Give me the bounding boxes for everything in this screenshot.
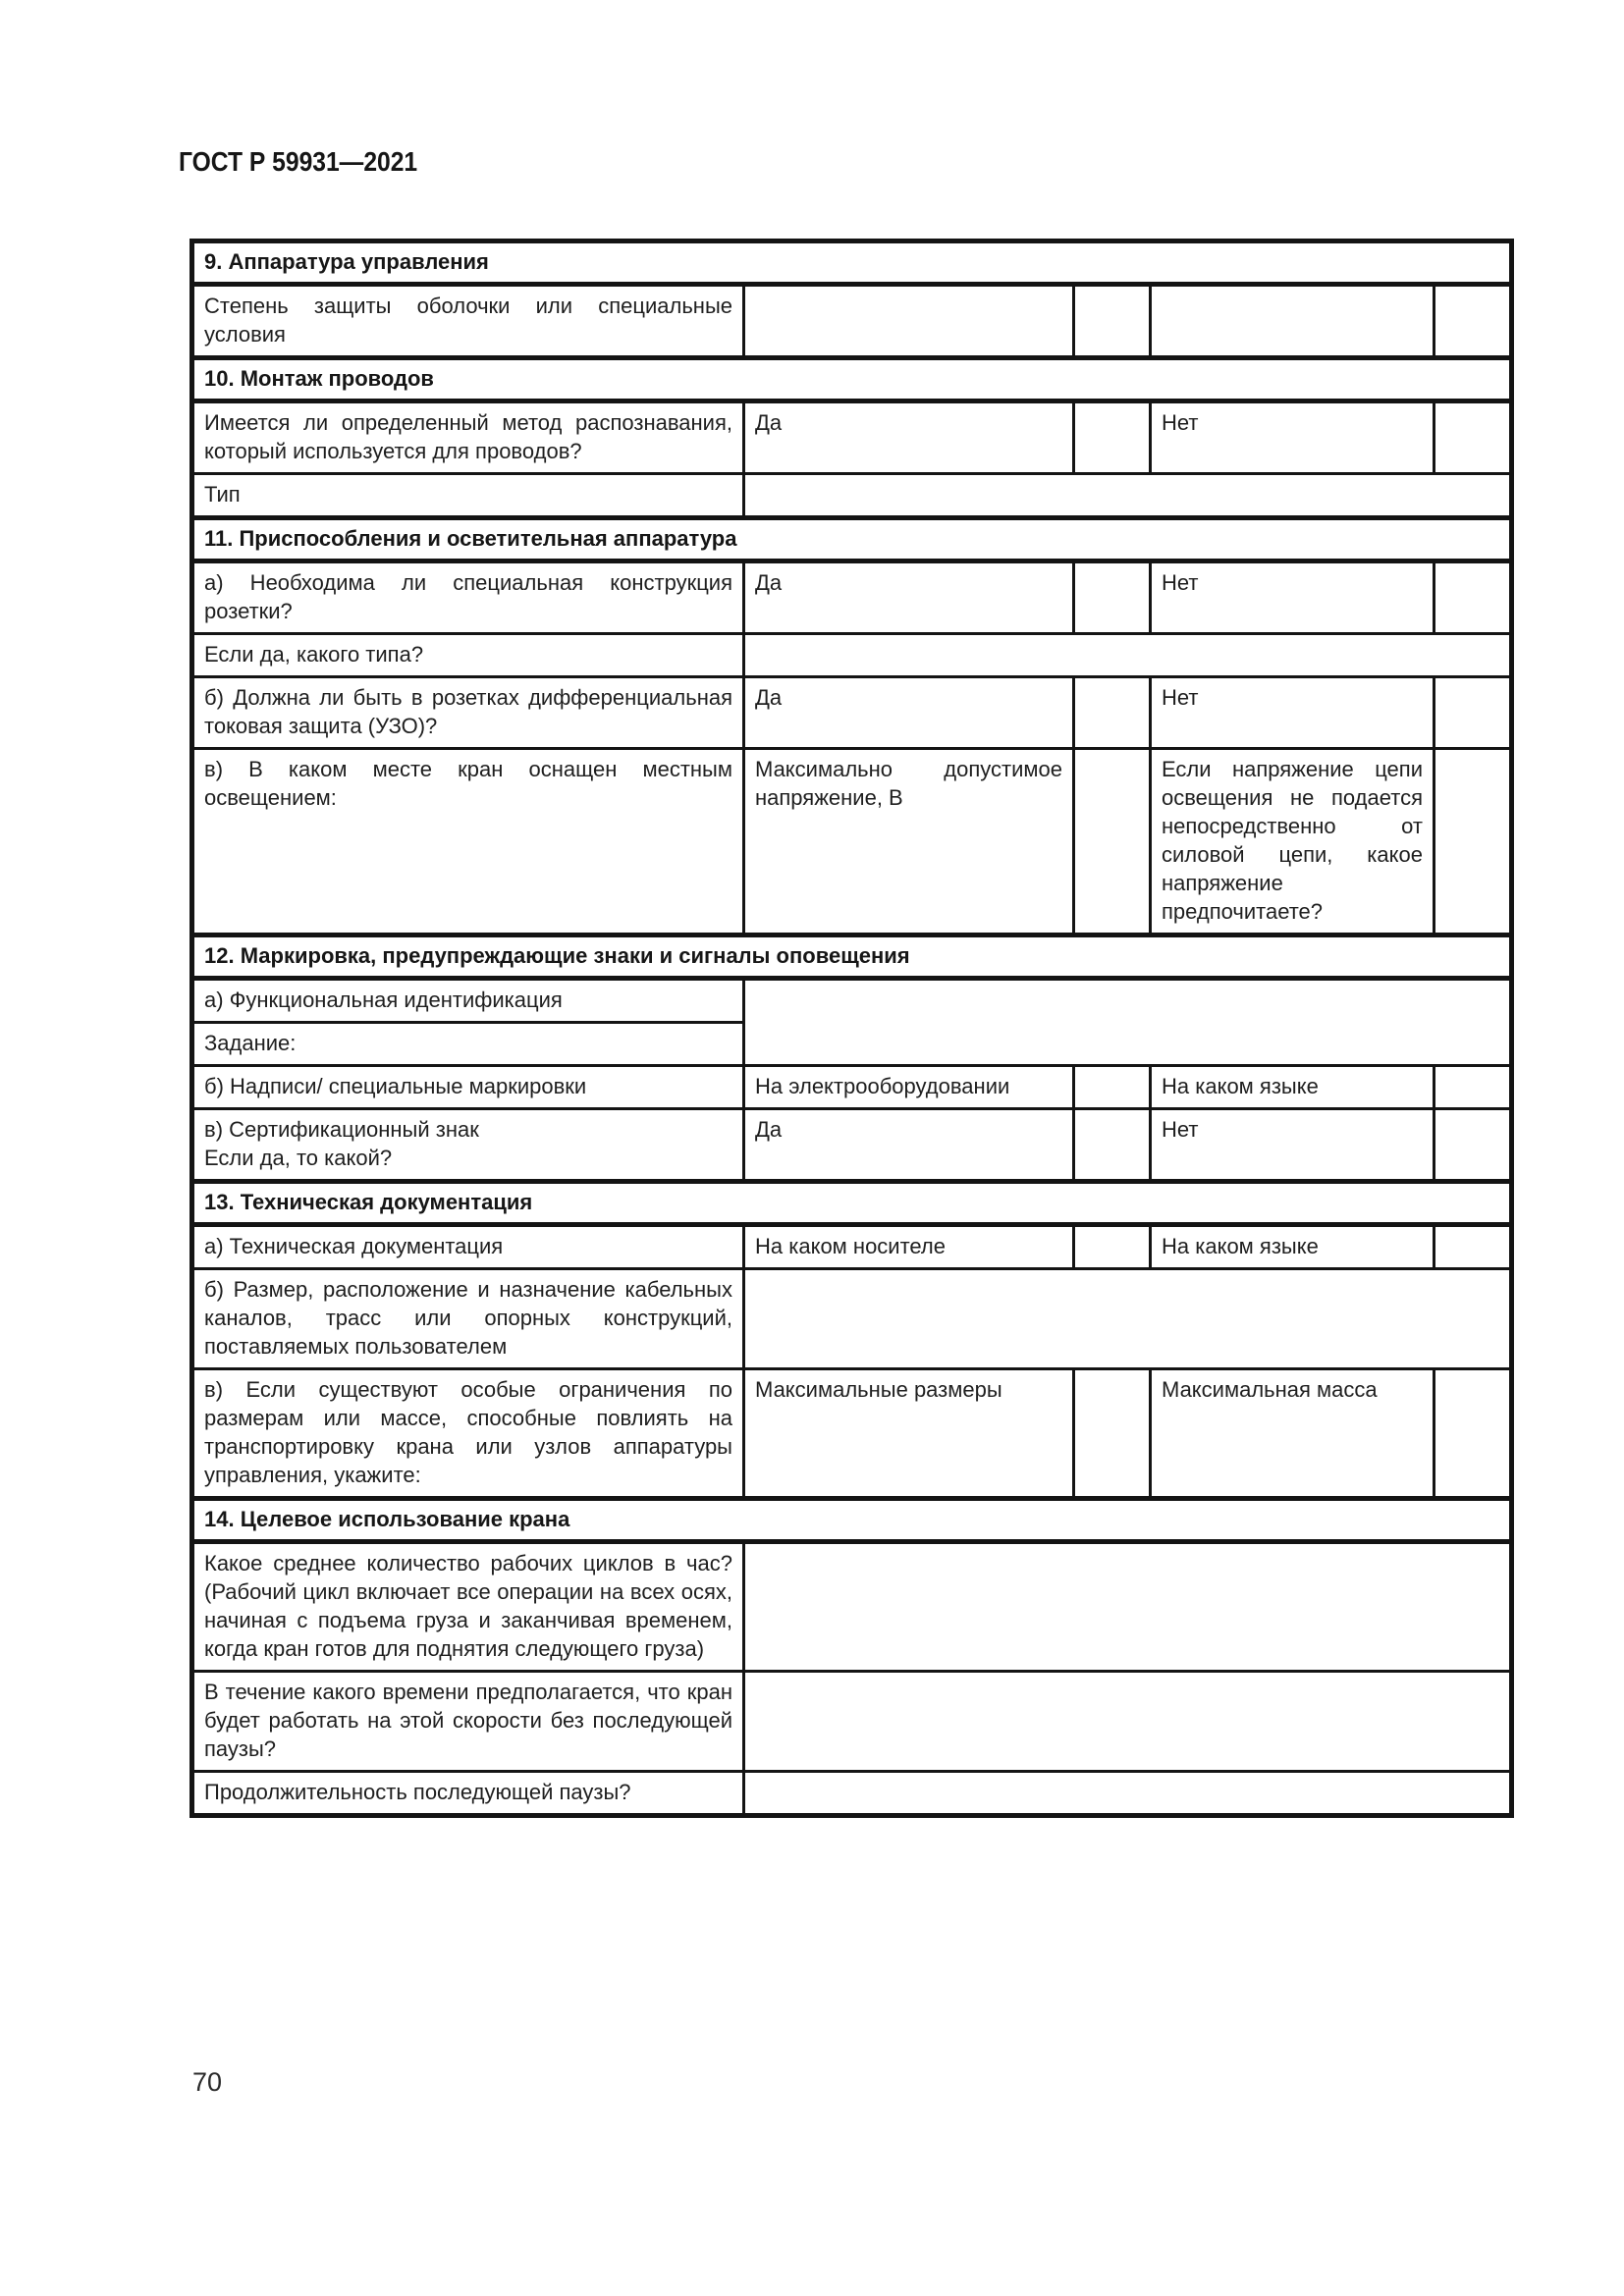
question-cell: б) Размер, расположение и назначение каб… xyxy=(190,1267,745,1370)
section-title: 10. Монтаж проводов xyxy=(189,355,1514,403)
yes-answer-cell: Да xyxy=(742,1107,1075,1183)
checkbox-cell xyxy=(1432,675,1514,750)
col2-label-cell: На каком носителе xyxy=(742,1223,1075,1270)
question-cell: в) Сертификационный знак Если да, то как… xyxy=(190,1107,745,1183)
table-row: Степень защиты оболочки или специальные … xyxy=(190,283,1514,359)
fill-in-cell xyxy=(741,472,1514,519)
fill-in-cell xyxy=(741,977,1514,1067)
col4-label-cell: На каком языке xyxy=(1149,1064,1435,1110)
col4-label-cell: На каком языке xyxy=(1149,1223,1435,1270)
table-row: в) В каком месте кран оснащен местным ос… xyxy=(190,747,1514,936)
table-row: Продолжительность последующей паузы? xyxy=(190,1770,1514,1817)
checkbox-cell xyxy=(1432,1367,1514,1500)
table-row: в) Сертификационный знак Если да, то как… xyxy=(190,1107,1514,1183)
no-answer-cell: Нет xyxy=(1149,675,1435,750)
col4-label-cell: Если напряжение цепи освещения не подает… xyxy=(1149,747,1435,936)
table-row: Какое среднее количество рабочих циклов … xyxy=(190,1540,1514,1673)
table-row: б) Размер, расположение и назначение каб… xyxy=(190,1267,1514,1370)
yes-answer-cell: Да xyxy=(742,400,1075,475)
fill-in-cell xyxy=(741,632,1514,678)
no-answer-cell: Нет xyxy=(1149,1107,1435,1183)
checkbox-cell xyxy=(1072,1064,1152,1110)
yes-answer-cell: Да xyxy=(742,560,1075,635)
section-header-row: 9. Аппаратура управления xyxy=(189,239,1514,287)
col2-label-cell: На электрооборудовании xyxy=(742,1064,1075,1110)
question-cell: Если да, какого типа? xyxy=(190,632,745,678)
table-row: а) Необходима ли специальная конструкция… xyxy=(190,560,1514,635)
table-row: в) Если существуют особые ограничения по… xyxy=(190,1367,1514,1500)
question-cell: а) Функциональная идентификация xyxy=(190,977,745,1024)
section-header-row: 10. Монтаж проводов xyxy=(189,355,1514,403)
section-header-row: 11. Приспособления и осветительная аппар… xyxy=(189,515,1514,563)
col4-label-cell: Максимальная масса xyxy=(1149,1367,1435,1500)
doc-code: ГОСТ Р 59931—2021 xyxy=(179,146,418,177)
question-cell: Степень защиты оболочки или специальные … xyxy=(190,283,745,359)
table-row: Если да, какого типа? xyxy=(190,632,1514,678)
answer-cell xyxy=(1149,283,1435,359)
checkbox-cell xyxy=(1432,400,1514,475)
question-cell: В течение какого времени предполагается,… xyxy=(190,1670,745,1773)
checkbox-cell xyxy=(1072,1223,1152,1270)
page-number: 70 xyxy=(192,2067,223,2097)
section-header-row: 12. Маркировка, предупреждающие знаки и … xyxy=(189,933,1514,981)
table-row: В течение какого времени предполагается,… xyxy=(190,1670,1514,1773)
questionnaire-table: 9. Аппаратура управления Степень защиты … xyxy=(189,239,1515,1818)
yes-answer-cell: Да xyxy=(742,675,1075,750)
checkbox-cell xyxy=(1432,560,1514,635)
question-cell: Имеется ли определенный метод распознава… xyxy=(190,400,745,475)
section-header-row: 13. Техническая документация xyxy=(189,1179,1514,1227)
table-row: Имеется ли определенный метод распознава… xyxy=(190,400,1514,475)
table-row: Тип xyxy=(190,472,1514,519)
table-row: б) Надписи/ специальные маркировки На эл… xyxy=(190,1064,1514,1110)
question-cell: Тип xyxy=(190,472,745,519)
question-cell: Задание: xyxy=(190,1021,745,1067)
section-title: 11. Приспособления и осветительная аппар… xyxy=(189,515,1514,563)
checkbox-cell xyxy=(1072,1107,1152,1183)
fill-in-cell xyxy=(741,1540,1514,1673)
table-row: а) Функциональная идентификация xyxy=(190,977,1514,1067)
checkbox-cell xyxy=(1432,1107,1514,1183)
section-title: 12. Маркировка, предупреждающие знаки и … xyxy=(189,933,1514,981)
col2-label-cell: Максимально допустимое напряжение, В xyxy=(742,747,1075,936)
checkbox-cell xyxy=(1432,283,1514,359)
checkbox-cell xyxy=(1072,747,1152,936)
checkbox-cell xyxy=(1072,560,1152,635)
section-title: 14. Целевое использование крана xyxy=(189,1496,1514,1544)
col2-label-cell: Максимальные размеры xyxy=(742,1367,1075,1500)
section-header-row: 14. Целевое использование крана xyxy=(189,1496,1514,1544)
checkbox-cell xyxy=(1072,283,1152,359)
question-cell: б) Должна ли быть в розетках дифференциа… xyxy=(190,675,745,750)
table-row: а) Техническая документация На каком нос… xyxy=(190,1223,1514,1270)
section-title: 9. Аппаратура управления xyxy=(189,239,1514,287)
checkbox-cell xyxy=(1072,675,1152,750)
table-row: б) Должна ли быть в розетках дифференциа… xyxy=(190,675,1514,750)
checkbox-cell xyxy=(1072,400,1152,475)
no-answer-cell: Нет xyxy=(1149,560,1435,635)
question-cell: б) Надписи/ специальные маркировки xyxy=(190,1064,745,1110)
fill-in-cell xyxy=(741,1770,1514,1817)
no-answer-cell: Нет xyxy=(1149,400,1435,475)
question-cell: в) В каком месте кран оснащен местным ос… xyxy=(190,747,745,936)
answer-cell xyxy=(742,283,1075,359)
checkbox-cell xyxy=(1072,1367,1152,1500)
question-cell: а) Необходима ли специальная конструкция… xyxy=(190,560,745,635)
question-cell: Продолжительность последующей паузы? xyxy=(190,1770,745,1817)
question-cell: а) Техническая документация xyxy=(190,1223,745,1270)
question-cell: в) Если существуют особые ограничения по… xyxy=(190,1367,745,1500)
checkbox-cell xyxy=(1432,1064,1514,1110)
checkbox-cell xyxy=(1432,747,1514,936)
question-cell: Какое среднее количество рабочих циклов … xyxy=(190,1540,745,1673)
section-title: 13. Техническая документация xyxy=(189,1179,1514,1227)
fill-in-cell xyxy=(741,1670,1514,1773)
checkbox-cell xyxy=(1432,1223,1514,1270)
fill-in-cell xyxy=(741,1267,1514,1370)
table-row: Задание: xyxy=(190,1021,1512,1067)
